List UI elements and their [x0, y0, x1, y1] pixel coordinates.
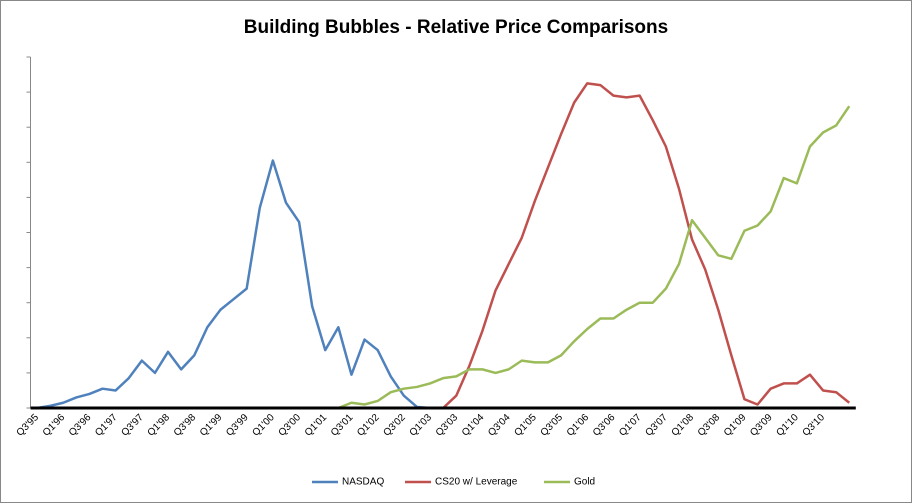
chart-title: Building Bubbles - Relative Price Compar…: [244, 17, 668, 38]
legend-label: NASDAQ: [342, 477, 384, 488]
legend-label: CS20 w/ Leverage: [435, 477, 518, 488]
legend-label: Gold: [574, 477, 595, 488]
